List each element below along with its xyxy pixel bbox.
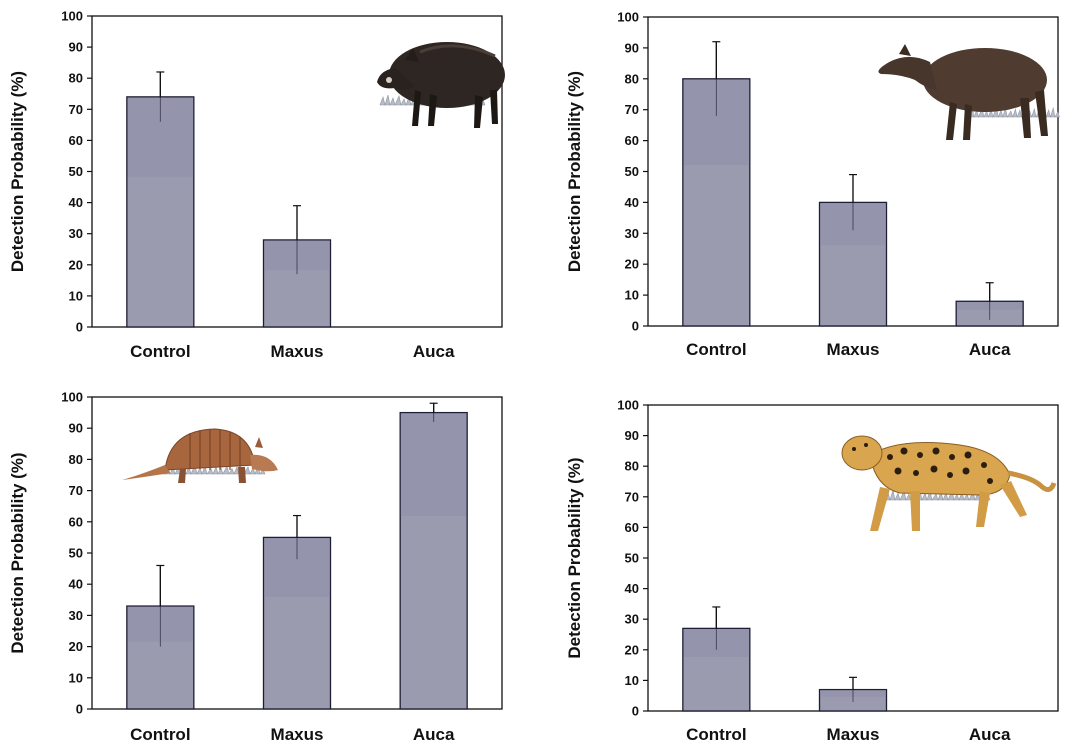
y-tick-label: 90 [625,40,639,55]
y-tick-label: 30 [625,226,639,241]
chart-panel-top-right: 0 10 20 30 40 50 60 70 80 90 100 Detection Probabil… [565,10,1059,359]
category-label: Control [130,342,190,361]
y-tick-label: 20 [625,257,639,272]
y-tick-label: 100 [617,10,639,25]
y-tick-label: 80 [69,452,83,467]
y-tick-label: 60 [625,133,639,148]
y-tick-label: 90 [625,428,639,443]
y-tick-label: 50 [69,164,83,179]
y-tick-label: 10 [625,673,639,688]
category-label: Control [686,725,746,744]
armadillo-illustration [122,428,278,483]
y-tick-label: 80 [69,71,83,86]
y-tick-label: 90 [69,421,83,436]
y-tick-label: 40 [69,577,83,592]
y-tick-label: 80 [625,71,639,86]
category-label: Control [130,725,190,744]
y-tick-label: 100 [61,9,83,24]
y-tick-label: 20 [69,257,83,272]
category-label: Auca [413,725,455,744]
chart-panel-top-left: 0 10 20 30 40 50 60 70 80 90 100 Detection Probabil… [8,9,503,361]
y-tick-label: 0 [76,320,83,335]
y-tick-label: 100 [617,398,639,413]
category-label: Maxus [271,725,324,744]
y-tick-label: 80 [625,459,639,474]
y-tick-label: 100 [61,390,83,405]
y-tick-label: 10 [625,288,639,303]
category-label: Maxus [827,340,880,359]
category-label: Auca [413,342,455,361]
y-tick-label: 0 [632,704,639,719]
y-tick-label: 10 [69,670,83,685]
y-tick-label: 0 [632,319,639,334]
y-tick-label: 20 [625,642,639,657]
y-tick-label: 30 [69,608,83,623]
y-tick-label: 70 [69,483,83,498]
y-tick-label: 90 [69,40,83,55]
y-axis-label: Detection Probability (%) [8,71,27,272]
y-tick-label: 60 [625,520,639,535]
y-tick-label: 0 [76,702,83,717]
y-tick-label: 40 [625,581,639,596]
chart-panel-bottom-right: 0 10 20 30 40 50 60 70 80 90 100 Detection Probabil… [565,398,1059,744]
y-tick-label: 20 [69,639,83,654]
bar-shading [400,413,467,517]
category-label: Auca [969,340,1011,359]
y-axis-label: Detection Probability (%) [8,452,27,653]
y-tick-label: 40 [69,195,83,210]
y-tick-label: 60 [69,514,83,529]
y-tick-label: 60 [69,133,83,148]
y-tick-label: 10 [69,288,83,303]
tapir-illustration [878,44,1060,140]
y-tick-label: 50 [625,164,639,179]
y-tick-label: 70 [625,489,639,504]
y-tick-label: 50 [69,546,83,561]
category-label: Auca [969,725,1011,744]
y-axis-label: Detection Probability (%) [565,71,584,272]
category-label: Maxus [271,342,324,361]
y-tick-label: 70 [625,102,639,117]
peccary-illustration [377,42,505,128]
category-label: Maxus [827,725,880,744]
y-tick-label: 30 [69,226,83,241]
y-tick-label: 70 [69,102,83,117]
y-tick-label: 30 [625,612,639,627]
y-axis-label: Detection Probability (%) [565,457,584,658]
y-tick-label: 50 [625,551,639,566]
y-tick-label: 40 [625,195,639,210]
category-label: Control [686,340,746,359]
chart-panel-bottom-left: 0 10 20 30 40 50 60 70 80 90 100 Detection Probabil… [8,390,503,744]
jaguar-illustration [841,435,1057,531]
